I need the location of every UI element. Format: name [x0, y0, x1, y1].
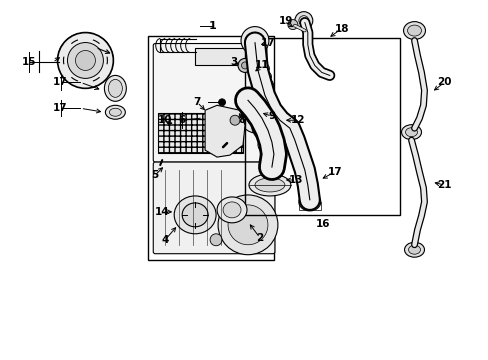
FancyBboxPatch shape — [153, 44, 266, 162]
Ellipse shape — [223, 202, 241, 218]
Circle shape — [227, 205, 267, 245]
Bar — [195, 48, 246, 66]
Ellipse shape — [182, 203, 208, 227]
Ellipse shape — [217, 197, 246, 223]
Text: 19: 19 — [278, 15, 292, 26]
FancyBboxPatch shape — [153, 162, 274, 254]
Bar — [298, 202, 320, 210]
Circle shape — [246, 32, 263, 49]
Ellipse shape — [403, 22, 425, 40]
Circle shape — [239, 97, 274, 133]
Circle shape — [218, 195, 277, 255]
Circle shape — [75, 50, 95, 71]
Text: 21: 21 — [436, 180, 451, 190]
Text: 13: 13 — [288, 175, 303, 185]
Text: 10: 10 — [158, 115, 172, 125]
Ellipse shape — [174, 196, 216, 234]
Text: 2: 2 — [256, 233, 263, 243]
Ellipse shape — [404, 242, 424, 257]
Bar — [244, 37, 399, 215]
Ellipse shape — [401, 125, 421, 140]
Text: 15: 15 — [21, 58, 36, 67]
Circle shape — [294, 12, 312, 30]
Circle shape — [210, 234, 222, 246]
Circle shape — [238, 58, 251, 72]
Circle shape — [229, 115, 240, 125]
Circle shape — [287, 20, 297, 30]
Text: 14: 14 — [155, 207, 169, 217]
Ellipse shape — [248, 174, 290, 196]
Text: 17: 17 — [53, 77, 68, 87]
Text: 6: 6 — [178, 115, 185, 125]
Text: 12: 12 — [290, 115, 305, 125]
Circle shape — [218, 99, 225, 106]
Circle shape — [241, 62, 248, 69]
Ellipse shape — [302, 197, 316, 207]
Circle shape — [245, 104, 267, 126]
Text: 3: 3 — [230, 58, 237, 67]
Ellipse shape — [298, 193, 320, 211]
Text: 5: 5 — [151, 170, 159, 180]
Ellipse shape — [407, 25, 421, 36]
Ellipse shape — [109, 108, 121, 116]
Text: 11: 11 — [254, 60, 269, 71]
Ellipse shape — [407, 245, 420, 254]
Text: 18: 18 — [334, 24, 348, 33]
Text: 1: 1 — [208, 21, 216, 31]
Ellipse shape — [237, 90, 259, 104]
Text: 17: 17 — [260, 37, 275, 48]
Text: 17: 17 — [327, 167, 341, 177]
Ellipse shape — [105, 105, 125, 119]
Ellipse shape — [254, 178, 285, 192]
Text: 4: 4 — [161, 235, 168, 245]
Bar — [148, 36, 273, 260]
Circle shape — [67, 42, 103, 78]
Text: 16: 16 — [315, 219, 329, 229]
Text: 8: 8 — [238, 115, 245, 125]
Ellipse shape — [405, 128, 417, 137]
Text: 20: 20 — [436, 77, 451, 87]
Ellipse shape — [104, 75, 126, 101]
Polygon shape — [204, 105, 244, 157]
Circle shape — [298, 15, 308, 26]
Text: 9: 9 — [268, 111, 275, 121]
Bar — [158, 113, 243, 153]
Text: 7: 7 — [193, 97, 201, 107]
Circle shape — [58, 32, 113, 88]
Ellipse shape — [108, 80, 122, 97]
Circle shape — [241, 27, 268, 54]
Text: 17: 17 — [53, 103, 68, 113]
